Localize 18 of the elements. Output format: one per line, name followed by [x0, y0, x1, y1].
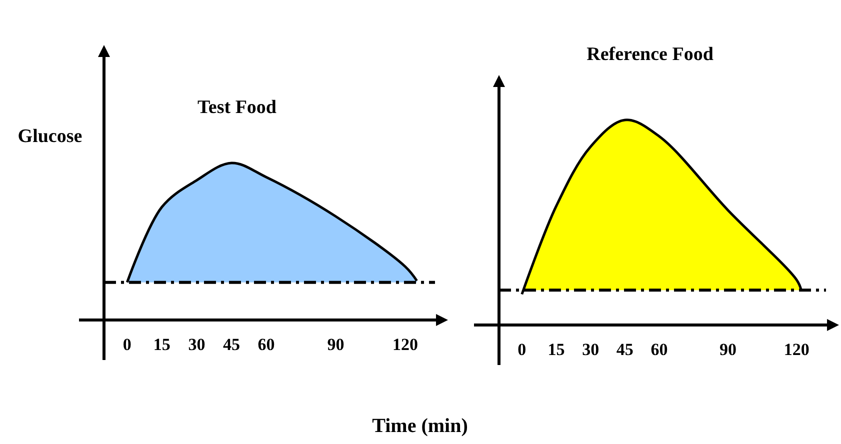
- x-tick-label: 60: [258, 335, 275, 354]
- x-tick-label: 120: [784, 340, 810, 359]
- x-tick-label: 15: [153, 335, 170, 354]
- x-tick-label: 45: [222, 335, 240, 354]
- chart-title: Test Food: [197, 97, 277, 118]
- x-tick-label: 30: [582, 340, 600, 359]
- x-tick-label: 90: [327, 335, 344, 354]
- x-axis-title: Time (min): [372, 415, 468, 437]
- x-tick-label: 15: [548, 340, 565, 359]
- x-tick-label: 60: [650, 340, 668, 359]
- x-tick-label: 30: [188, 335, 206, 354]
- x-tick-label: 90: [719, 340, 736, 359]
- x-tick-label: 0: [122, 335, 132, 354]
- y-axis-title: Glucose: [18, 126, 82, 147]
- x-tick-label: 0: [518, 340, 526, 359]
- x-tick-label: 120: [392, 335, 418, 354]
- chart-title: Reference Food: [586, 44, 714, 65]
- x-tick-label: 45: [616, 340, 634, 359]
